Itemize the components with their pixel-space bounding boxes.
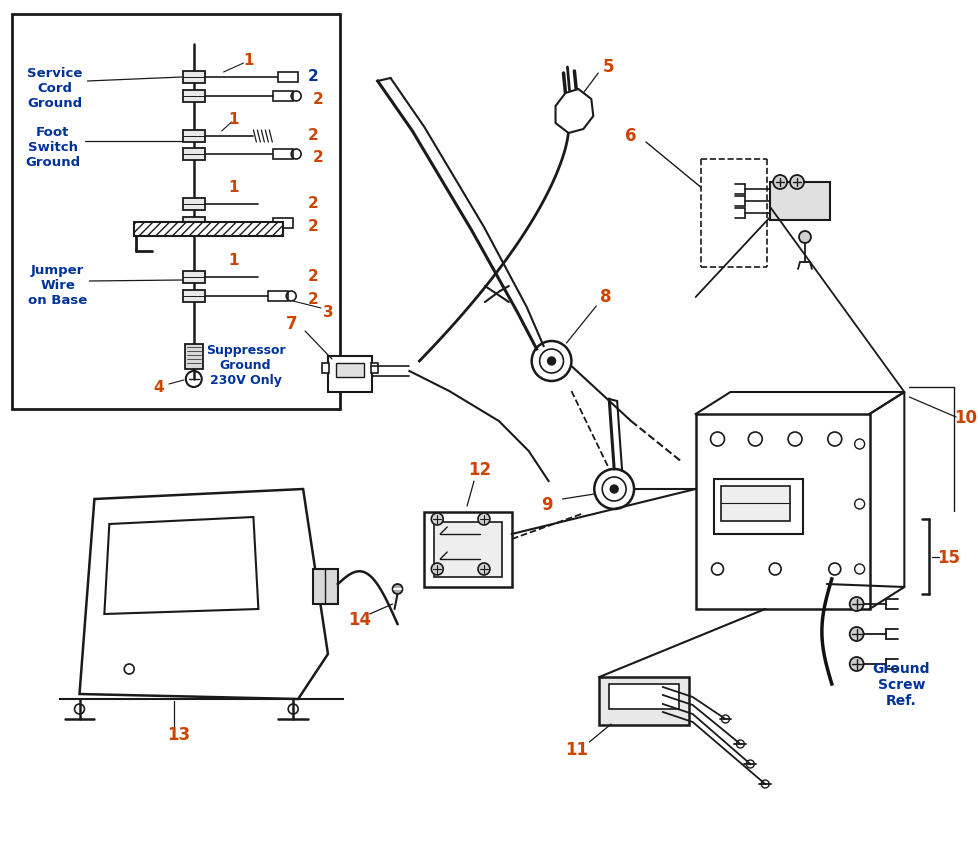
Bar [183, 272, 204, 284]
Circle shape [773, 176, 786, 190]
Bar [183, 149, 204, 161]
Text: Suppressor
Ground
230V Only: Suppressor Ground 230V Only [205, 343, 285, 386]
Text: 3: 3 [323, 304, 333, 320]
Circle shape [798, 232, 810, 244]
Text: 8: 8 [600, 288, 611, 306]
Circle shape [609, 486, 617, 493]
Bar [328, 357, 372, 393]
Polygon shape [79, 489, 328, 699]
Circle shape [594, 469, 634, 509]
Text: 1: 1 [228, 112, 239, 126]
Bar [720, 486, 789, 521]
Text: 2: 2 [307, 268, 318, 283]
Text: 14: 14 [348, 610, 371, 628]
Bar [273, 219, 292, 228]
Bar [183, 91, 204, 103]
Circle shape [477, 563, 489, 575]
Circle shape [392, 584, 402, 595]
Circle shape [431, 514, 443, 526]
Bar [183, 218, 204, 230]
Text: 2: 2 [312, 91, 323, 106]
Polygon shape [555, 90, 593, 134]
Text: Foot
Switch
Ground: Foot Switch Ground [25, 125, 80, 169]
Bar [134, 222, 283, 237]
Text: 5: 5 [601, 58, 613, 76]
Text: Ground
Screw
Ref.: Ground Screw Ref. [871, 661, 929, 707]
Bar [695, 415, 868, 609]
Circle shape [531, 342, 571, 382]
Text: 11: 11 [564, 740, 588, 758]
Bar [608, 684, 678, 709]
Text: Service
Cord
Ground: Service Cord Ground [27, 66, 82, 109]
Text: 12: 12 [467, 460, 491, 479]
Text: 1: 1 [228, 179, 239, 194]
Bar [268, 291, 288, 302]
Circle shape [477, 514, 489, 526]
Bar [434, 522, 502, 578]
Text: 2: 2 [307, 127, 318, 142]
Circle shape [849, 627, 863, 642]
Bar [183, 199, 204, 210]
Bar [423, 512, 511, 587]
Bar [12, 15, 339, 410]
Bar [185, 344, 202, 370]
Text: 9: 9 [540, 495, 552, 514]
Text: 7: 7 [287, 314, 297, 332]
Bar [322, 364, 329, 373]
Circle shape [789, 176, 803, 190]
Circle shape [431, 563, 443, 575]
Circle shape [547, 358, 555, 366]
Text: 2: 2 [307, 218, 318, 233]
Bar [183, 131, 204, 143]
Bar [273, 150, 292, 160]
Bar [770, 183, 829, 221]
Bar [273, 92, 292, 102]
Text: Jumper
Wire
on Base: Jumper Wire on Base [28, 263, 87, 306]
Text: 15: 15 [937, 549, 959, 567]
Text: 2: 2 [307, 195, 318, 210]
Text: 1: 1 [243, 53, 253, 67]
Circle shape [849, 657, 863, 671]
Bar [183, 72, 204, 83]
Text: 13: 13 [167, 725, 191, 743]
Bar [335, 364, 364, 377]
Bar [183, 291, 204, 302]
Bar [713, 480, 802, 534]
Text: 1: 1 [228, 252, 239, 268]
Text: 2: 2 [312, 149, 323, 164]
Text: 2: 2 [307, 68, 318, 83]
Bar [313, 569, 337, 604]
Text: 6: 6 [625, 127, 636, 145]
Text: 2: 2 [307, 291, 318, 306]
Bar [371, 364, 378, 373]
Bar [599, 677, 688, 725]
Circle shape [849, 597, 863, 611]
Text: 4: 4 [154, 379, 164, 394]
Bar [278, 73, 298, 83]
Text: 10: 10 [954, 408, 976, 427]
